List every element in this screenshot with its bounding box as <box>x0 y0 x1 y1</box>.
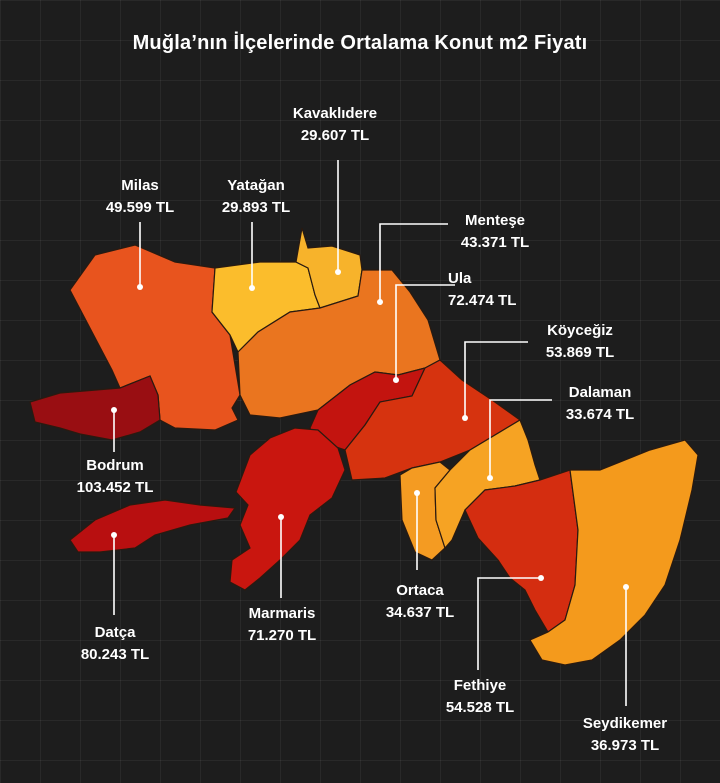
district-price: 72.474 TL <box>448 292 517 309</box>
district-bodrum[interactable] <box>29 375 161 441</box>
district-price: 29.893 TL <box>221 199 291 216</box>
marker-mentese <box>377 299 383 305</box>
district-price: 71.270 TL <box>247 627 317 644</box>
district-price: 54.528 TL <box>445 699 515 716</box>
district-name: Bodrum <box>86 457 144 474</box>
district-marmaris[interactable] <box>229 427 346 591</box>
leader-dalaman <box>489 399 552 478</box>
label-ula: Ula 72.474 TL <box>448 268 558 312</box>
district-price: 43.371 TL <box>460 234 530 251</box>
label-koycegiz: Köyceğiz 53.869 TL <box>520 320 640 364</box>
district-price: 36.973 TL <box>590 737 660 754</box>
marker-bodrum <box>111 407 117 413</box>
district-price: 33.674 TL <box>565 406 635 423</box>
district-name: Seydikemer <box>582 715 668 732</box>
district-name: Yatağan <box>227 177 285 194</box>
marker-kavaklidere <box>335 269 341 275</box>
marker-ortaca <box>414 490 420 496</box>
marker-yatagan <box>249 285 255 291</box>
district-name: Kavaklıdere <box>292 105 378 122</box>
label-milas: Milas 49.599 TL <box>80 175 200 219</box>
label-dalaman: Dalaman 33.674 TL <box>540 382 660 426</box>
district-price: 34.637 TL <box>385 604 455 621</box>
leader-fethiye <box>477 577 541 670</box>
district-name: Ula <box>448 270 472 287</box>
district-name: Menteşe <box>464 212 526 229</box>
marker-milas <box>137 284 143 290</box>
district-name: Milas <box>121 177 159 194</box>
district-name: Marmaris <box>248 605 316 622</box>
map-title: Muğla’nın İlçelerinde Ortalama Konut m2 … <box>132 32 588 54</box>
district-name: Köyceğiz <box>547 322 613 339</box>
district-price: 29.607 TL <box>300 127 370 144</box>
leader-koycegiz <box>464 341 528 418</box>
marker-fethiye <box>538 575 544 581</box>
marker-datca <box>111 532 117 538</box>
district-name: Ortaca <box>396 582 444 599</box>
label-yatagan: Yatağan 29.893 TL <box>196 175 316 219</box>
marker-marmaris <box>278 514 284 520</box>
district-price: 103.452 TL <box>76 479 154 496</box>
leader-ula <box>395 284 455 380</box>
marker-dalaman <box>487 475 493 481</box>
marker-seydikemer <box>623 584 629 590</box>
label-seydikemer: Seydikemer 36.973 TL <box>560 713 690 757</box>
label-fethiye: Fethiye 54.528 TL <box>420 675 540 719</box>
district-fethiye[interactable] <box>464 469 579 633</box>
district-datca[interactable] <box>69 499 237 553</box>
marker-ula <box>393 377 399 383</box>
district-name: Dalaman <box>568 384 632 401</box>
district-name: Datça <box>94 624 136 641</box>
label-ortaca: Ortaca 34.637 TL <box>360 580 480 624</box>
label-kavaklidere: Kavaklıdere 29.607 TL <box>250 103 420 147</box>
district-seydikemer[interactable] <box>529 439 699 666</box>
label-marmaris: Marmaris 71.270 TL <box>222 603 342 647</box>
label-datca: Datça 80.243 TL <box>55 622 175 666</box>
district-price: 49.599 TL <box>105 199 175 216</box>
district-price: 80.243 TL <box>80 646 150 663</box>
label-mentese: Menteşe 43.371 TL <box>430 210 560 254</box>
leader-mentese <box>379 223 448 302</box>
marker-koycegiz <box>462 415 468 421</box>
district-name: Fethiye <box>453 677 507 694</box>
label-bodrum: Bodrum 103.452 TL <box>55 455 175 499</box>
district-price: 53.869 TL <box>545 344 615 361</box>
